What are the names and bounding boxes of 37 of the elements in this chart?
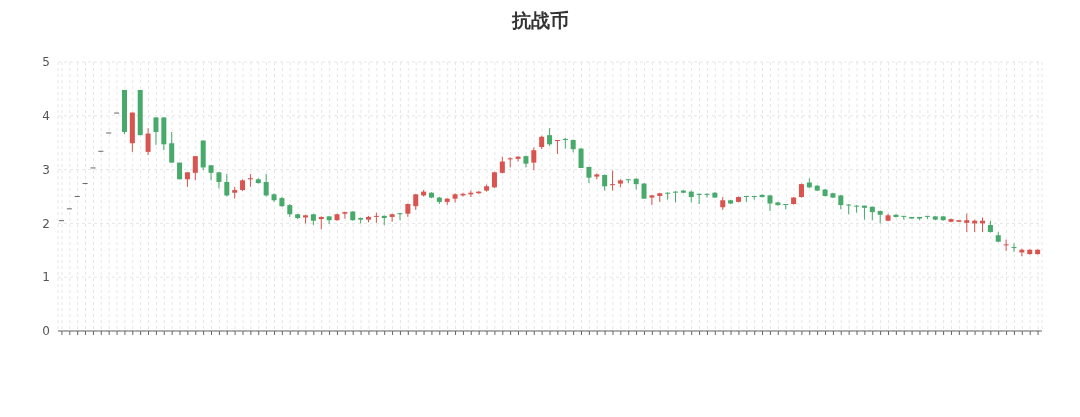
candlestick [507, 156, 513, 168]
candlestick [610, 170, 616, 192]
y-tick-label: 5 [42, 55, 50, 70]
y-tick-label: 0 [42, 324, 50, 339]
candlestick [389, 213, 395, 223]
candlestick [649, 194, 655, 206]
y-tick-label: 4 [42, 109, 50, 124]
candlestick [263, 173, 269, 197]
candlestick [531, 147, 537, 171]
candlestick [208, 164, 214, 181]
chart-title: 抗战币 [510, 8, 570, 33]
candlestick [759, 193, 765, 199]
candlestick [1011, 242, 1017, 253]
candlestick [342, 211, 348, 220]
candlestick [397, 212, 403, 221]
candlestick [704, 192, 710, 199]
candlestick [247, 173, 253, 188]
candlestick [373, 212, 379, 224]
candlestick [192, 155, 198, 181]
candlestick [145, 127, 151, 156]
y-tick-label: 2 [42, 216, 50, 231]
y-tick-label: 1 [42, 270, 50, 285]
y-tick-label: 3 [42, 162, 50, 177]
candlestick [696, 192, 702, 205]
candlestick [846, 203, 852, 215]
candlestick [153, 116, 159, 146]
candlestick [673, 190, 679, 203]
candlestick [224, 173, 230, 197]
candlestick [767, 194, 773, 212]
candlestick [964, 213, 970, 233]
candlestick [326, 215, 332, 225]
candlestick [578, 147, 584, 169]
candlestick [562, 137, 568, 150]
candlestick [515, 155, 521, 163]
candlestick [1003, 239, 1009, 252]
candlestick [169, 131, 175, 164]
candlestick [554, 139, 560, 155]
